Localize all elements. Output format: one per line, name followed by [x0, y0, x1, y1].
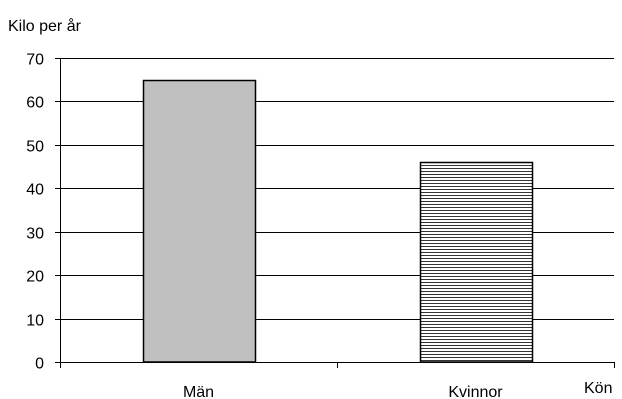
y-tick-label: 30 — [26, 226, 44, 243]
y-tick-label: 20 — [26, 269, 44, 286]
x-axis-label: Kön — [584, 380, 612, 397]
y-tick-label: 60 — [26, 95, 44, 112]
y-tick-label: 70 — [26, 52, 44, 69]
axes — [55, 58, 615, 368]
x-tick-label: Kvinnor — [448, 384, 503, 399]
bar-män — [142, 79, 257, 363]
x-tick-labels: Män Kvinnor — [183, 384, 503, 399]
y-tick-label: 0 — [35, 356, 44, 373]
x-tick-label: Män — [183, 384, 214, 399]
y-tick-label: 10 — [26, 313, 44, 330]
y-tick-label: 50 — [26, 139, 44, 156]
y-axis-label: Kilo per år — [8, 17, 82, 35]
y-tick-label: 40 — [26, 182, 44, 199]
bar-kvinnor — [419, 161, 534, 363]
y-tick-labels: 0 10 20 30 40 50 60 70 — [26, 52, 44, 373]
